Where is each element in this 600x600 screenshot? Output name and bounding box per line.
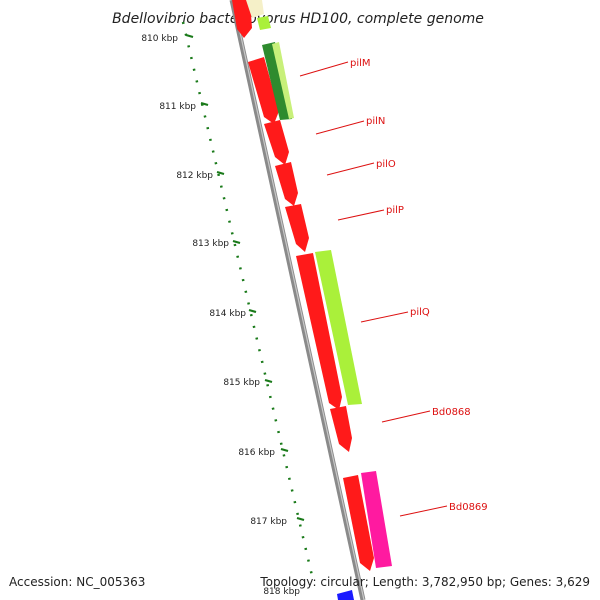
gene-label-pilP[interactable]: pilP bbox=[386, 205, 404, 216]
gene-label-pilQ[interactable]: pilQ bbox=[410, 307, 430, 318]
gene-lime-highlight bbox=[272, 42, 294, 119]
kbp-tick bbox=[200, 101, 209, 107]
kbp-label: 817 kbp bbox=[250, 517, 287, 527]
kbp-label: 815 kbp bbox=[223, 378, 260, 388]
kbp-tick bbox=[216, 170, 225, 176]
gene-green-block[interactable] bbox=[262, 42, 292, 120]
gene-leader-line bbox=[315, 120, 365, 135]
genome-backbone bbox=[229, 0, 366, 600]
gene-red-arrow[interactable] bbox=[343, 475, 374, 571]
gene-labels: pilM pilN pilO pilP pilQ Bd0868 Bd0869 bbox=[299, 58, 488, 517]
kbp-tick bbox=[248, 308, 257, 314]
gene-label-pilO[interactable]: pilO bbox=[376, 159, 396, 170]
kbp-tick bbox=[296, 516, 305, 522]
gene-label-pilM[interactable]: pilM bbox=[350, 58, 371, 69]
gene-red-arrow[interactable] bbox=[264, 120, 289, 165]
gene-lime-block[interactable] bbox=[315, 250, 362, 405]
genome-summary-text: Topology: circular; Length: 3,782,950 bp… bbox=[259, 575, 590, 589]
accession-text: Accession: NC_005363 bbox=[9, 575, 145, 589]
gene-pale-block[interactable] bbox=[246, 0, 264, 18]
gene-lime-block[interactable] bbox=[257, 16, 271, 30]
gene-red-arrow[interactable] bbox=[296, 253, 342, 410]
gene-label-Bd0869[interactable]: Bd0869 bbox=[449, 502, 488, 513]
kbp-tick bbox=[185, 33, 194, 39]
gene-leader-line bbox=[381, 410, 431, 423]
gene-leader-line bbox=[326, 162, 375, 176]
kbp-label: 810 kbp bbox=[141, 34, 178, 44]
scale-dotted-line bbox=[181, 21, 315, 581]
gene-leader-line bbox=[360, 311, 409, 323]
kbp-label: 811 kbp bbox=[159, 102, 196, 112]
gene-leader-line bbox=[337, 209, 385, 221]
kbp-label: 812 kbp bbox=[176, 171, 213, 181]
kbp-label: 813 kbp bbox=[192, 239, 229, 249]
backbone-highlight bbox=[232, 0, 365, 600]
kbp-label: 818 kbp bbox=[263, 587, 300, 597]
gene-magenta-block[interactable] bbox=[361, 471, 392, 568]
gene-label-Bd0868[interactable]: Bd0868 bbox=[432, 407, 471, 418]
gene-red-arrow[interactable] bbox=[275, 162, 298, 206]
kbp-label: 816 kbp bbox=[238, 448, 275, 458]
kbp-scale: 810 kbp 811 kbp 812 kbp 813 kbp 814 kbp … bbox=[141, 33, 305, 597]
gene-blue-block[interactable] bbox=[337, 590, 354, 600]
kbp-tick bbox=[264, 378, 273, 384]
map-title: Bdellovibrio bacteriovorus HD100, comple… bbox=[112, 11, 484, 27]
gene-red-arrow[interactable] bbox=[285, 204, 309, 252]
gene-leader-line bbox=[299, 61, 349, 77]
kbp-label: 814 kbp bbox=[209, 309, 246, 319]
kbp-tick bbox=[280, 447, 289, 453]
kbp-tick bbox=[232, 239, 241, 245]
scale-ruler bbox=[181, 21, 315, 581]
gene-track bbox=[232, 0, 392, 600]
gene-red-arrow[interactable] bbox=[248, 57, 279, 124]
gene-red-arrow[interactable] bbox=[232, 0, 252, 38]
gene-label-pilN[interactable]: pilN bbox=[366, 116, 385, 127]
gene-red-arrow[interactable] bbox=[330, 406, 352, 452]
gene-leader-line bbox=[399, 505, 448, 517]
